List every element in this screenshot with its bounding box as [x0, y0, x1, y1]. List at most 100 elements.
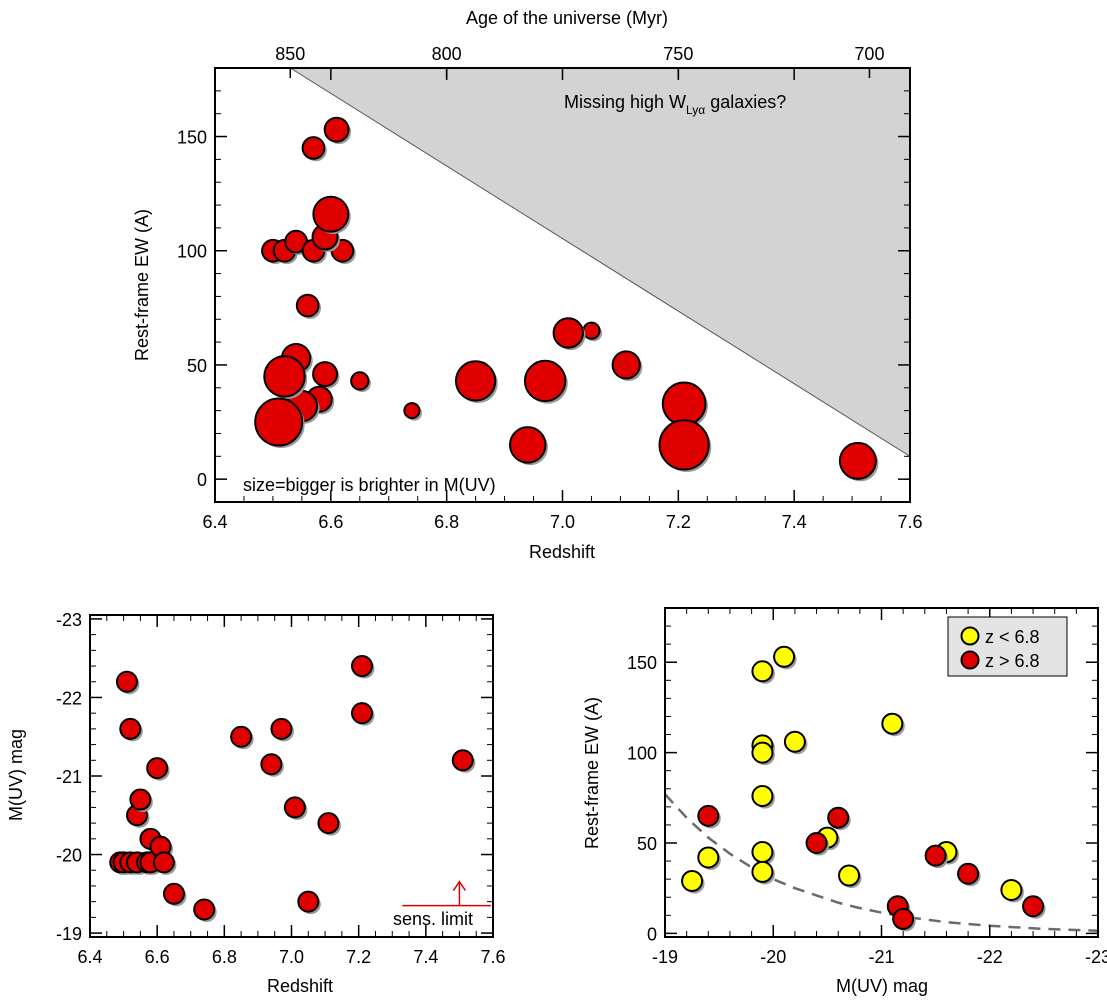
data-point	[283, 796, 306, 819]
y-tick-label: 150	[177, 128, 207, 148]
data-point	[193, 898, 216, 921]
top-axis-tick-label: 800	[432, 44, 462, 64]
data-point	[681, 869, 704, 892]
legend-marker-high-z	[960, 650, 980, 670]
legend-marker-low-z	[960, 626, 980, 646]
x-tick-label: 7.6	[897, 512, 922, 532]
data-point	[805, 832, 828, 854]
data-point	[611, 350, 641, 380]
top-y-axis-title: Rest-frame EW (A)	[132, 209, 152, 361]
data-point	[661, 381, 707, 427]
data-point	[451, 749, 474, 772]
muv-vs-redshift-panel: 6.4 6.6 6.8 7.0 7.2 7.4 7.6 -19 -20 -21 -22 -23 Red…	[6, 610, 506, 996]
data-point	[509, 426, 547, 464]
data-point	[697, 804, 720, 827]
muv-redshift-points	[109, 655, 476, 923]
ew-vs-redshift-panel: 6.4 6.6 6.8 7.0 7.2 7.4 7.6 850 800 750 700 0 50 100 1…	[132, 8, 923, 562]
y-tick-label: 0	[647, 924, 657, 944]
sens-limit-label: sens. limit	[393, 909, 473, 929]
y-tick-label: 50	[637, 834, 657, 854]
data-point	[523, 359, 567, 403]
data-point	[454, 360, 497, 402]
x-tick-label: 7.4	[413, 947, 438, 967]
x-tick-label: 7.4	[782, 512, 807, 532]
x-tick-label: 6.8	[212, 947, 237, 967]
bottom-left-y-axis-title: M(UV) mag	[6, 729, 26, 821]
ew-vs-muv-panel: -19 -20 -21 -22 -23 0 50 100 150 M(UV) mag Rest-…	[582, 607, 1107, 996]
data-point	[827, 806, 850, 829]
data-point	[892, 907, 915, 930]
data-point	[751, 741, 774, 764]
data-point	[312, 195, 350, 233]
data-point	[403, 402, 421, 420]
top-axis-tick-label: 700	[854, 44, 884, 64]
data-point	[260, 753, 283, 776]
bottom-right-ticks: -19 -20 -21 -22 -23 0 50 100 150	[627, 607, 1107, 967]
ew-redshift-points	[254, 116, 879, 482]
data-point	[152, 851, 175, 874]
x-tick-label: 6.6	[318, 512, 343, 532]
data-point	[230, 725, 253, 748]
missing-annotation-suffix: galaxies?	[705, 92, 786, 112]
x-tick-label: 7.2	[666, 512, 691, 532]
y-tick-label: 100	[177, 242, 207, 262]
x-tick-label: 6.4	[77, 947, 102, 967]
data-point	[838, 441, 877, 480]
data-point	[783, 730, 806, 753]
y-tick-label: 100	[627, 744, 657, 764]
x-tick-label: -22	[977, 947, 1003, 967]
x-tick-label: -20	[760, 947, 786, 967]
y-tick-label: -23	[56, 610, 82, 630]
data-point	[552, 317, 584, 349]
legend-label-high-z: z > 6.8	[985, 651, 1040, 671]
x-tick-label: 7.0	[279, 947, 304, 967]
data-point	[582, 321, 601, 340]
data-point	[881, 712, 904, 735]
bottom-right-x-axis-title: M(UV) mag	[836, 976, 928, 996]
data-point	[270, 717, 293, 740]
data-point	[312, 361, 338, 388]
x-tick-label: -21	[868, 947, 894, 967]
top-x-axis-title: Redshift	[529, 542, 595, 562]
data-point	[751, 841, 774, 864]
data-point	[773, 645, 796, 668]
missing-region-shade	[289, 68, 910, 457]
x-tick-label: 6.8	[434, 512, 459, 532]
top-axis-tick-label: 750	[663, 44, 693, 64]
ew-muv-points	[681, 645, 1046, 932]
data-point	[350, 371, 370, 391]
data-point	[924, 844, 947, 867]
sens-limit-arrow-head	[452, 880, 467, 892]
data-point	[295, 293, 320, 318]
top-axis-title: Age of the universe (Myr)	[466, 8, 668, 28]
data-point	[263, 355, 306, 398]
x-tick-label: 7.2	[346, 947, 371, 967]
y-tick-label: -22	[56, 688, 82, 708]
data-point	[323, 116, 350, 143]
data-point	[1000, 879, 1023, 901]
bottom-right-y-axis-title: Rest-frame EW (A)	[582, 697, 602, 849]
data-point	[838, 864, 861, 887]
y-tick-label: 50	[187, 356, 207, 376]
bottom-left-x-axis-title: Redshift	[267, 976, 333, 996]
data-point	[254, 397, 304, 447]
data-point	[119, 717, 142, 740]
data-point	[297, 890, 320, 913]
data-point	[751, 860, 774, 883]
data-point	[751, 785, 774, 807]
data-point	[658, 419, 710, 471]
data-point	[129, 788, 152, 811]
data-point	[301, 136, 326, 160]
data-point	[146, 757, 169, 780]
y-tick-label: -19	[56, 924, 82, 944]
x-tick-label: 7.0	[550, 512, 575, 532]
top-axis-tick-label: 850	[275, 44, 305, 64]
y-tick-label: 0	[197, 470, 207, 490]
missing-annotation-subscript: Lyα	[686, 103, 705, 117]
y-tick-label: 150	[627, 653, 657, 673]
x-tick-label: 7.6	[480, 947, 505, 967]
data-point	[697, 846, 720, 869]
legend: z < 6.8 z > 6.8	[947, 616, 1068, 677]
missing-galaxies-annotation: Missing high WLyα galaxies?	[564, 92, 786, 117]
